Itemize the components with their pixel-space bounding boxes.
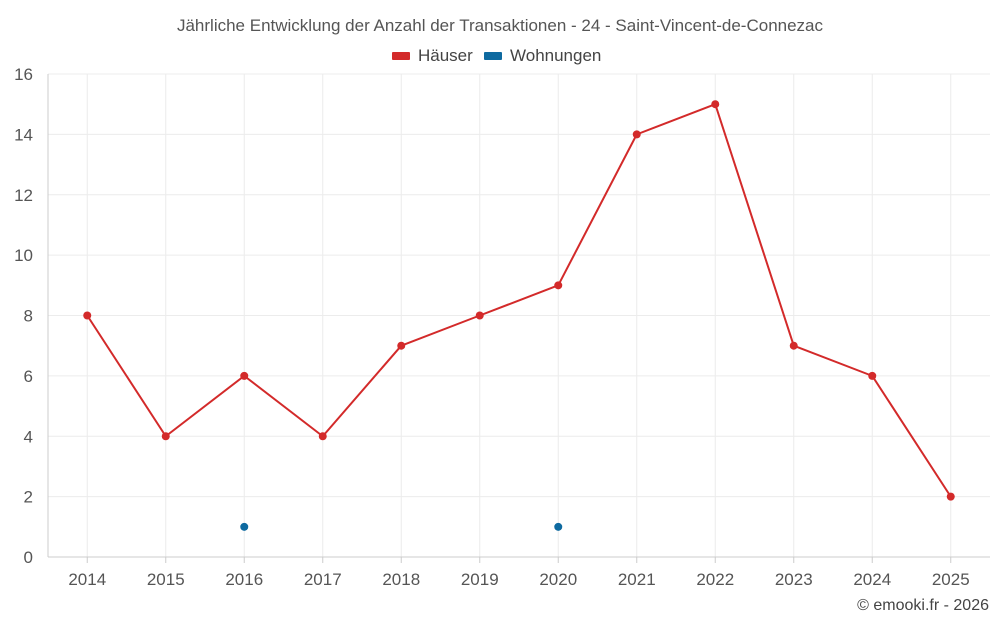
- y-tick-label: 12: [14, 186, 33, 205]
- x-tick-label: 2022: [696, 570, 734, 589]
- x-tick-label: 2020: [539, 570, 577, 589]
- y-tick-label: 6: [24, 367, 33, 386]
- x-tick-label: 2015: [147, 570, 185, 589]
- data-point-haeuser: [946, 492, 955, 501]
- y-tick-label: 0: [24, 548, 33, 567]
- data-point-haeuser: [318, 432, 327, 441]
- legend-item-haeuser[interactable]: Häuser: [392, 46, 473, 65]
- data-point-wohnungen: [554, 522, 563, 531]
- series-layer: [83, 100, 955, 531]
- legend-swatch-wohnungen: [484, 52, 502, 60]
- data-point-haeuser: [554, 281, 563, 290]
- x-tick-label: 2017: [304, 570, 342, 589]
- y-tick-label: 10: [14, 246, 33, 265]
- chart-title: Jährliche Entwicklung der Anzahl der Tra…: [177, 16, 824, 35]
- data-point-haeuser: [475, 311, 484, 320]
- legend-label-wohnungen: Wohnungen: [510, 46, 601, 65]
- data-point-haeuser: [161, 432, 170, 441]
- x-tick-label: 2019: [461, 570, 499, 589]
- y-tick-label: 2: [24, 488, 33, 507]
- y-axis: 0 2 4 6 8 10 12 14 16: [14, 65, 33, 567]
- legend: Häuser Wohnungen: [392, 46, 601, 65]
- x-axis: 2014 2015 2016 2017 2018 2019 2020 2021 2022 2023…: [68, 557, 970, 589]
- data-point-haeuser: [240, 371, 249, 380]
- legend-item-wohnungen[interactable]: Wohnungen: [484, 46, 601, 65]
- x-tick-label: 2025: [932, 570, 970, 589]
- grid: [47, 73, 990, 558]
- x-tick-label: 2018: [382, 570, 420, 589]
- y-tick-label: 14: [14, 125, 33, 144]
- data-point-haeuser: [83, 311, 92, 320]
- legend-label-haeuser: Häuser: [418, 46, 473, 65]
- credit-text: © emooki.fr - 2026: [857, 597, 989, 614]
- data-point-haeuser: [397, 341, 406, 350]
- data-point-haeuser: [789, 341, 798, 350]
- series-line-haeuser: [86, 103, 952, 498]
- x-tick-label: 2016: [225, 570, 263, 589]
- data-point-wohnungen: [240, 522, 249, 531]
- legend-swatch-haeuser: [392, 52, 410, 60]
- y-tick-label: 4: [24, 427, 33, 446]
- x-tick-label: 2021: [618, 570, 656, 589]
- data-point-haeuser: [632, 130, 641, 139]
- data-point-haeuser: [868, 371, 877, 380]
- y-tick-label: 16: [14, 65, 33, 84]
- y-tick-label: 8: [24, 307, 33, 326]
- x-tick-label: 2023: [775, 570, 813, 589]
- x-tick-label: 2014: [68, 570, 106, 589]
- data-point-haeuser: [711, 100, 720, 109]
- x-tick-label: 2024: [853, 570, 891, 589]
